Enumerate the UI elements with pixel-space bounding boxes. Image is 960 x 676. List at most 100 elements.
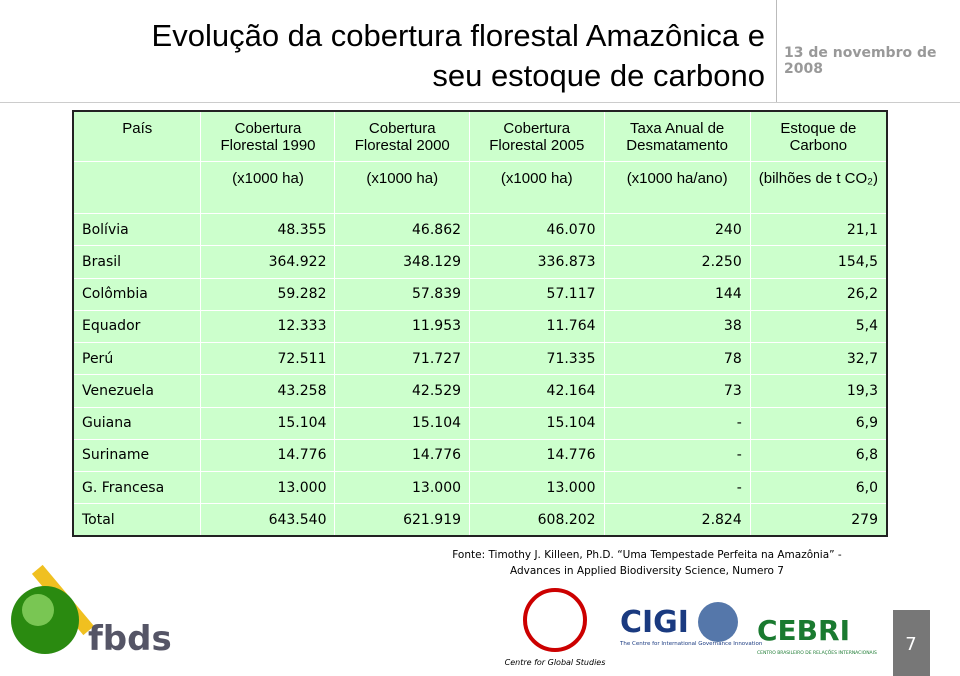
table-row: Guiana 15.104 15.104 15.104-6,9 — [72, 406, 888, 440]
table-row: Colômbia 59.282 57.839 57.117 144 26,2 — [72, 277, 888, 311]
cell: 46.862 — [334, 213, 471, 247]
cell: 336.873 — [469, 245, 605, 279]
cell: Colômbia — [72, 277, 202, 311]
cell: Perú — [72, 342, 202, 376]
cell: 13.000 — [469, 470, 605, 505]
cell: Brasil — [72, 245, 202, 279]
cell: 78 — [603, 342, 751, 376]
cell: 14.776 — [469, 438, 605, 472]
cell: - — [603, 438, 751, 472]
cell: 6,9 — [749, 406, 888, 440]
cebri-sub: CENTRO BRASILEIRO DE RELAÇÕES INTERNACIO… — [757, 649, 877, 656]
cell: 6,8 — [749, 438, 888, 472]
cell: 13.000 — [200, 470, 336, 505]
cell: 48.355 — [200, 213, 336, 247]
cell: 32,7 — [749, 342, 888, 376]
unit-text: (x1000 ha) — [366, 169, 439, 187]
cigi-globe — [698, 602, 738, 642]
source: Fonte: Timothy J. Killeen, Ph.D. “Uma Te… — [452, 547, 842, 579]
column-unit: (bilhões de t CO₂) — [749, 160, 888, 215]
header-text: Estoque de — [780, 120, 857, 137]
cell: 11.764 — [469, 309, 605, 344]
page-box — [893, 610, 930, 676]
cell: 21,1 — [749, 213, 888, 247]
table-row: G. Francesa 13.000 13.000 13.000-6,0 — [72, 470, 888, 505]
cell: Total — [72, 503, 202, 537]
header-text: Florestal 2005 — [489, 137, 585, 154]
cebri-text: CEBRI — [757, 614, 850, 647]
page-number: 7 — [905, 634, 916, 655]
cell: 144 — [603, 277, 751, 311]
cell: 72.511 — [200, 342, 336, 376]
column-header: Cobertura Florestal 2000 — [334, 110, 471, 162]
cell: 14.776 — [200, 438, 336, 472]
cell: 11.953 — [334, 309, 471, 344]
title: seu estoque de carbono — [432, 58, 765, 93]
cell: 42.164 — [469, 374, 605, 408]
column-unit: (x1000 ha) — [334, 160, 471, 215]
cell: 5,4 — [749, 309, 888, 344]
cell: 348.129 — [334, 245, 471, 279]
table-row: Brasil 364.922 348.129 336.873 2.250 154,5 — [72, 245, 888, 279]
cell: Guiana — [72, 406, 202, 440]
cigi-sub: The Centre for International Governance … — [619, 641, 763, 647]
divider — [0, 102, 960, 103]
table-row: Suriname 14.776 14.776 14.776-6,8 — [72, 438, 888, 472]
cell: 14.776 — [334, 438, 471, 472]
cell: 26,2 — [749, 277, 888, 311]
cell: 38 — [603, 309, 751, 344]
cell: 154,5 — [749, 245, 888, 279]
cell: Bolívia — [72, 213, 202, 247]
cell: G. Francesa — [72, 470, 202, 505]
cell: 2.250 — [603, 245, 751, 279]
cell: 42.529 — [334, 374, 471, 408]
cell: 6,0 — [749, 470, 888, 505]
cell: Suriname — [72, 438, 202, 472]
cell: 2.824 — [603, 503, 751, 537]
source-line: Fonte: Timothy J. Killeen, Ph.D. “Uma Te… — [452, 549, 842, 561]
unit-text: (bilhões de t CO₂) — [758, 169, 878, 187]
cell: - — [603, 406, 751, 440]
divider — [776, 0, 777, 102]
table-row: Total 643.540 621.919 608.202 2.824 279 — [72, 503, 888, 537]
column-header: Cobertura Florestal 2005 — [469, 110, 605, 162]
cell: 13.000 — [334, 470, 471, 505]
header-text: País — [122, 120, 153, 137]
cell: 19,3 — [749, 374, 888, 408]
column-unit — [72, 160, 202, 215]
header-text: Taxa Anual de — [630, 120, 725, 137]
unit-text: (x1000 ha) — [500, 169, 573, 187]
cell: 15.104 — [469, 406, 605, 440]
cell: 43.258 — [200, 374, 336, 408]
column-header: País — [72, 110, 202, 162]
table-row: Bolívia 48.355 46.862 46.070 240 21,1 — [72, 213, 888, 247]
cell: 59.282 — [200, 277, 336, 311]
cigi-text: CIGI — [620, 605, 689, 640]
header-text: Florestal 1990 — [220, 137, 316, 154]
header-text: Cobertura — [503, 120, 571, 137]
cell: 621.919 — [334, 503, 471, 537]
unit-text: (x1000 ha/ano) — [626, 169, 728, 187]
fbds-shine — [22, 594, 54, 626]
header-text: Desmatamento — [626, 137, 728, 154]
logos: fbds Centre for Global Studies CIGI The … — [11, 564, 930, 676]
cell: 46.070 — [469, 213, 605, 247]
cell: Venezuela — [72, 374, 202, 408]
header-row: País Cobertura Florestal 1990 Cobertura Flor… — [72, 110, 888, 162]
cell: 608.202 — [469, 503, 605, 537]
cell: 57.839 — [334, 277, 471, 311]
title: Evolução da cobertura florestal Amazônic… — [151, 18, 765, 53]
cell: 71.335 — [469, 342, 605, 376]
table-row: Venezuela 43.258 42.529 42.164 73 19,3 — [72, 374, 888, 408]
column-header: Taxa Anual de Desmatamento — [603, 110, 751, 162]
cell: 279 — [749, 503, 888, 537]
cell: 12.333 — [200, 309, 336, 344]
column-unit: (x1000 ha/ano) — [603, 160, 751, 215]
cell: - — [603, 470, 751, 505]
header-text: Florestal 2000 — [354, 137, 450, 154]
source-line: Advances in Applied Biodiversity Science… — [509, 565, 784, 577]
table-row: Equador 12.333 11.953 11.764 38 5,4 — [72, 309, 888, 344]
header-row: (x1000 ha) (x1000 ha) (x1000 ha) (x1000 ha/… — [72, 160, 888, 215]
fbds-text: fbds — [88, 619, 172, 659]
